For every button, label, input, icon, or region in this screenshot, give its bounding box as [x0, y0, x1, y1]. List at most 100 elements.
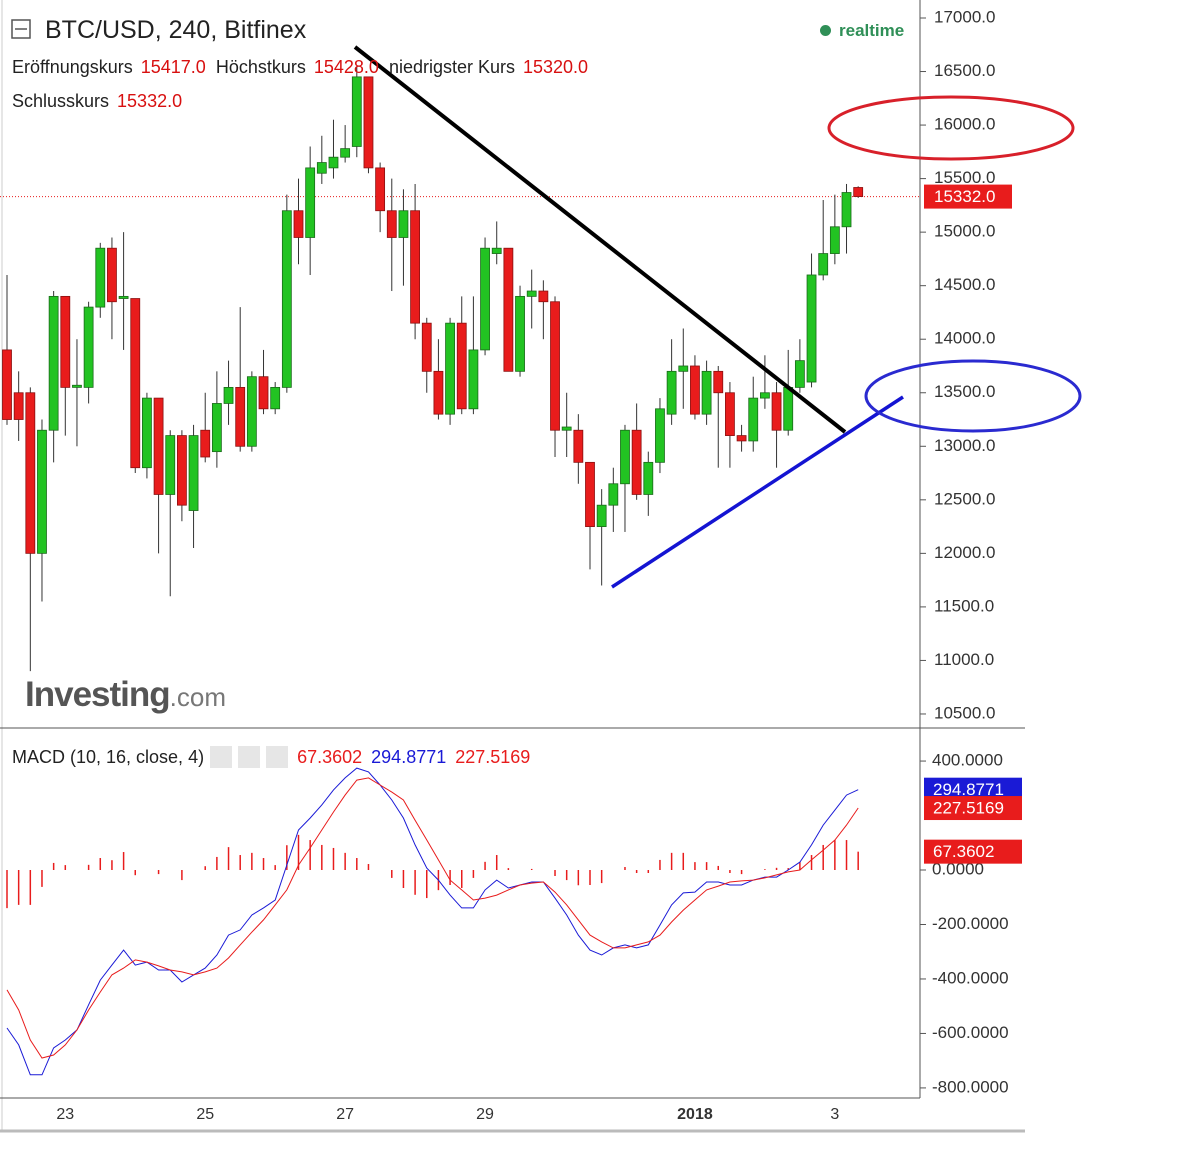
value-badge: [924, 839, 1022, 864]
y-tick-label: 17000.0: [934, 7, 995, 26]
legend-item: Höchstkurs 15428.0: [216, 57, 379, 78]
candle-body: [188, 435, 199, 511]
y-tick-label: 16000.0: [934, 115, 995, 134]
candle-body: [841, 192, 852, 228]
price-badge: [924, 184, 1012, 209]
candle-body: [573, 429, 584, 463]
watermark-domain: .com: [169, 682, 226, 712]
macd-readouts: 67.3602 294.8771 227.5169: [288, 747, 530, 768]
candle-body: [37, 429, 47, 554]
candle-body: [643, 461, 654, 495]
y-tick-label: -600.0000: [932, 1023, 1009, 1042]
legend-value: 15428.0: [313, 57, 379, 77]
close-icon[interactable]: [266, 746, 289, 768]
candle-body: [515, 295, 525, 372]
candle-body: [153, 397, 164, 495]
value-badge-label: 67.3602: [933, 842, 994, 861]
candle-body: [748, 397, 759, 442]
candle-body: [25, 392, 36, 554]
candle-body: [375, 167, 386, 212]
candle-body: [585, 461, 595, 527]
y-tick-label: 0.0000: [932, 859, 984, 878]
legend-item: Schlusskurs 15332.0: [12, 91, 182, 112]
candle-body: [328, 156, 339, 169]
candle-body: [794, 360, 805, 388]
value-badge-label: 294.8771: [933, 780, 1004, 799]
price-label: 15332.0: [934, 187, 995, 206]
collapse-icon[interactable]: [11, 19, 31, 39]
ohlc-legend: Eröffnungskurs 15417.0 Höchstkurs 15428.0 ni…: [12, 57, 702, 112]
candle-body: [118, 295, 129, 299]
candle-body: [165, 435, 176, 495]
candle-body: [48, 295, 59, 431]
settings-icon[interactable]: [238, 746, 261, 768]
legend-name: Höchstkurs: [215, 57, 306, 77]
watermark: Investing.com: [25, 675, 226, 715]
y-tick-label: -800.0000: [932, 1077, 1009, 1096]
y-tick-label: 16500.0: [934, 61, 995, 80]
candle-body: [806, 274, 817, 383]
candle-body: [211, 403, 222, 453]
legend-value: 15417.0: [140, 57, 206, 77]
candle-body: [818, 253, 829, 276]
candle-body: [736, 435, 747, 442]
support-ellipse: [864, 359, 1082, 433]
y-tick-label: 400.0000: [932, 751, 1003, 770]
macd-line: [6, 777, 859, 1059]
trend-line-up: [611, 395, 904, 589]
candle-body: [666, 370, 677, 415]
y-tick-label: 13500.0: [934, 382, 995, 401]
macd-readout: 294.8771: [371, 746, 447, 767]
target-ellipse: [827, 95, 1075, 161]
candle-body: [631, 429, 642, 495]
candle-body: [246, 376, 257, 447]
candle-body: [95, 247, 106, 308]
candle-body: [398, 210, 409, 238]
candle-body: [305, 167, 316, 238]
candle-body: [678, 365, 689, 372]
candle-body: [725, 392, 735, 436]
candle-body: [60, 295, 71, 388]
candle-body: [596, 504, 607, 527]
candle-body: [526, 290, 537, 297]
candle-body: [503, 247, 514, 372]
candle-body: [200, 429, 211, 458]
legend-name: Eröffnungskurs: [12, 57, 133, 77]
candle-body: [142, 397, 152, 469]
candle-body: [340, 148, 351, 158]
candle-body: [258, 376, 269, 410]
trend-line-down: [353, 45, 847, 434]
legend-name: niedrigster Kurs: [388, 57, 515, 77]
candle-body: [410, 210, 421, 324]
candle-body: [760, 392, 770, 399]
candle-body: [13, 392, 24, 420]
candle-body: [293, 210, 304, 238]
x-tick-label: 3: [830, 1106, 839, 1123]
candle-body: [538, 290, 549, 303]
realtime-status: realtime: [820, 21, 904, 41]
x-tick-label: 23: [56, 1106, 74, 1123]
candle-body: [445, 322, 455, 415]
candle-body: [561, 426, 572, 431]
macd-readout: 67.3602: [297, 746, 363, 767]
x-tick-label: 2018: [677, 1106, 713, 1123]
candle-body: [491, 247, 502, 254]
y-tick-label: 15500.0: [934, 168, 995, 187]
candle-body: [351, 76, 362, 147]
candle-body: [72, 384, 82, 388]
candle-body: [281, 210, 292, 388]
y-tick-label: 12500.0: [934, 489, 995, 508]
candle-body: [421, 322, 432, 372]
candle-body: [783, 386, 794, 431]
x-tick-label: 29: [476, 1106, 494, 1123]
candle-body: [468, 349, 479, 410]
candle-body: [713, 370, 724, 394]
candle-body: [701, 370, 712, 415]
macd-readout: 227.5169: [455, 746, 531, 767]
candle-body: [107, 247, 117, 303]
candle-body: [853, 187, 864, 197]
eye-icon[interactable]: [210, 746, 233, 768]
candle-body: [130, 298, 141, 469]
legend-item: niedrigster Kurs 15320.0: [389, 57, 588, 78]
